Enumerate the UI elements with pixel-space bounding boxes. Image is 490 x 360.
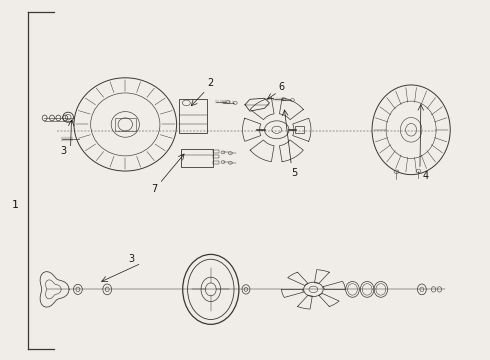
Text: 6: 6	[279, 82, 285, 92]
Text: 5: 5	[291, 168, 297, 178]
Bar	[181, 149, 213, 167]
Bar	[213, 161, 219, 163]
Text: 1: 1	[12, 200, 19, 210]
Bar	[179, 99, 207, 134]
Text: 2: 2	[208, 78, 214, 88]
Bar	[213, 155, 219, 158]
Bar	[295, 126, 304, 134]
Text: 4: 4	[423, 171, 429, 181]
Text: 7: 7	[151, 184, 158, 194]
Text: 3: 3	[128, 254, 135, 264]
Bar	[213, 150, 219, 153]
Text: 3: 3	[60, 146, 66, 156]
